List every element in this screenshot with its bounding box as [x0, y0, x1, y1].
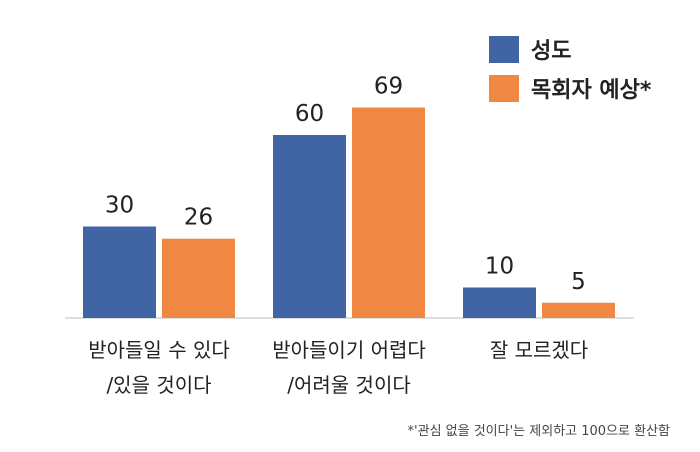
tick-label: /있을 것이다	[106, 373, 211, 397]
legend-swatch	[489, 75, 519, 102]
bar	[463, 287, 536, 318]
footnote: *'관심 없을 것이다'는 제외하고 100으로 환산함	[407, 424, 670, 439]
bar	[352, 107, 425, 318]
legend-swatch	[489, 36, 519, 63]
tick-label: 받아들이기 어렵다	[272, 338, 426, 362]
tick-label: /어려울 것이다	[287, 373, 411, 397]
data-label: 5	[571, 269, 586, 295]
tick-label: 받아들일 수 있다	[88, 338, 230, 362]
bar	[542, 302, 615, 318]
legend-label: 성도	[531, 39, 571, 64]
bar	[273, 135, 346, 318]
tick-label: 잘 모르겠다	[490, 338, 588, 362]
data-label: 69	[374, 74, 403, 100]
data-label: 30	[105, 193, 134, 219]
bar	[83, 226, 156, 318]
data-label: 60	[295, 101, 324, 127]
data-label: 26	[184, 205, 213, 231]
bar	[162, 238, 235, 318]
data-label: 10	[485, 254, 514, 280]
legend-label: 목회자 예상*	[531, 78, 652, 103]
